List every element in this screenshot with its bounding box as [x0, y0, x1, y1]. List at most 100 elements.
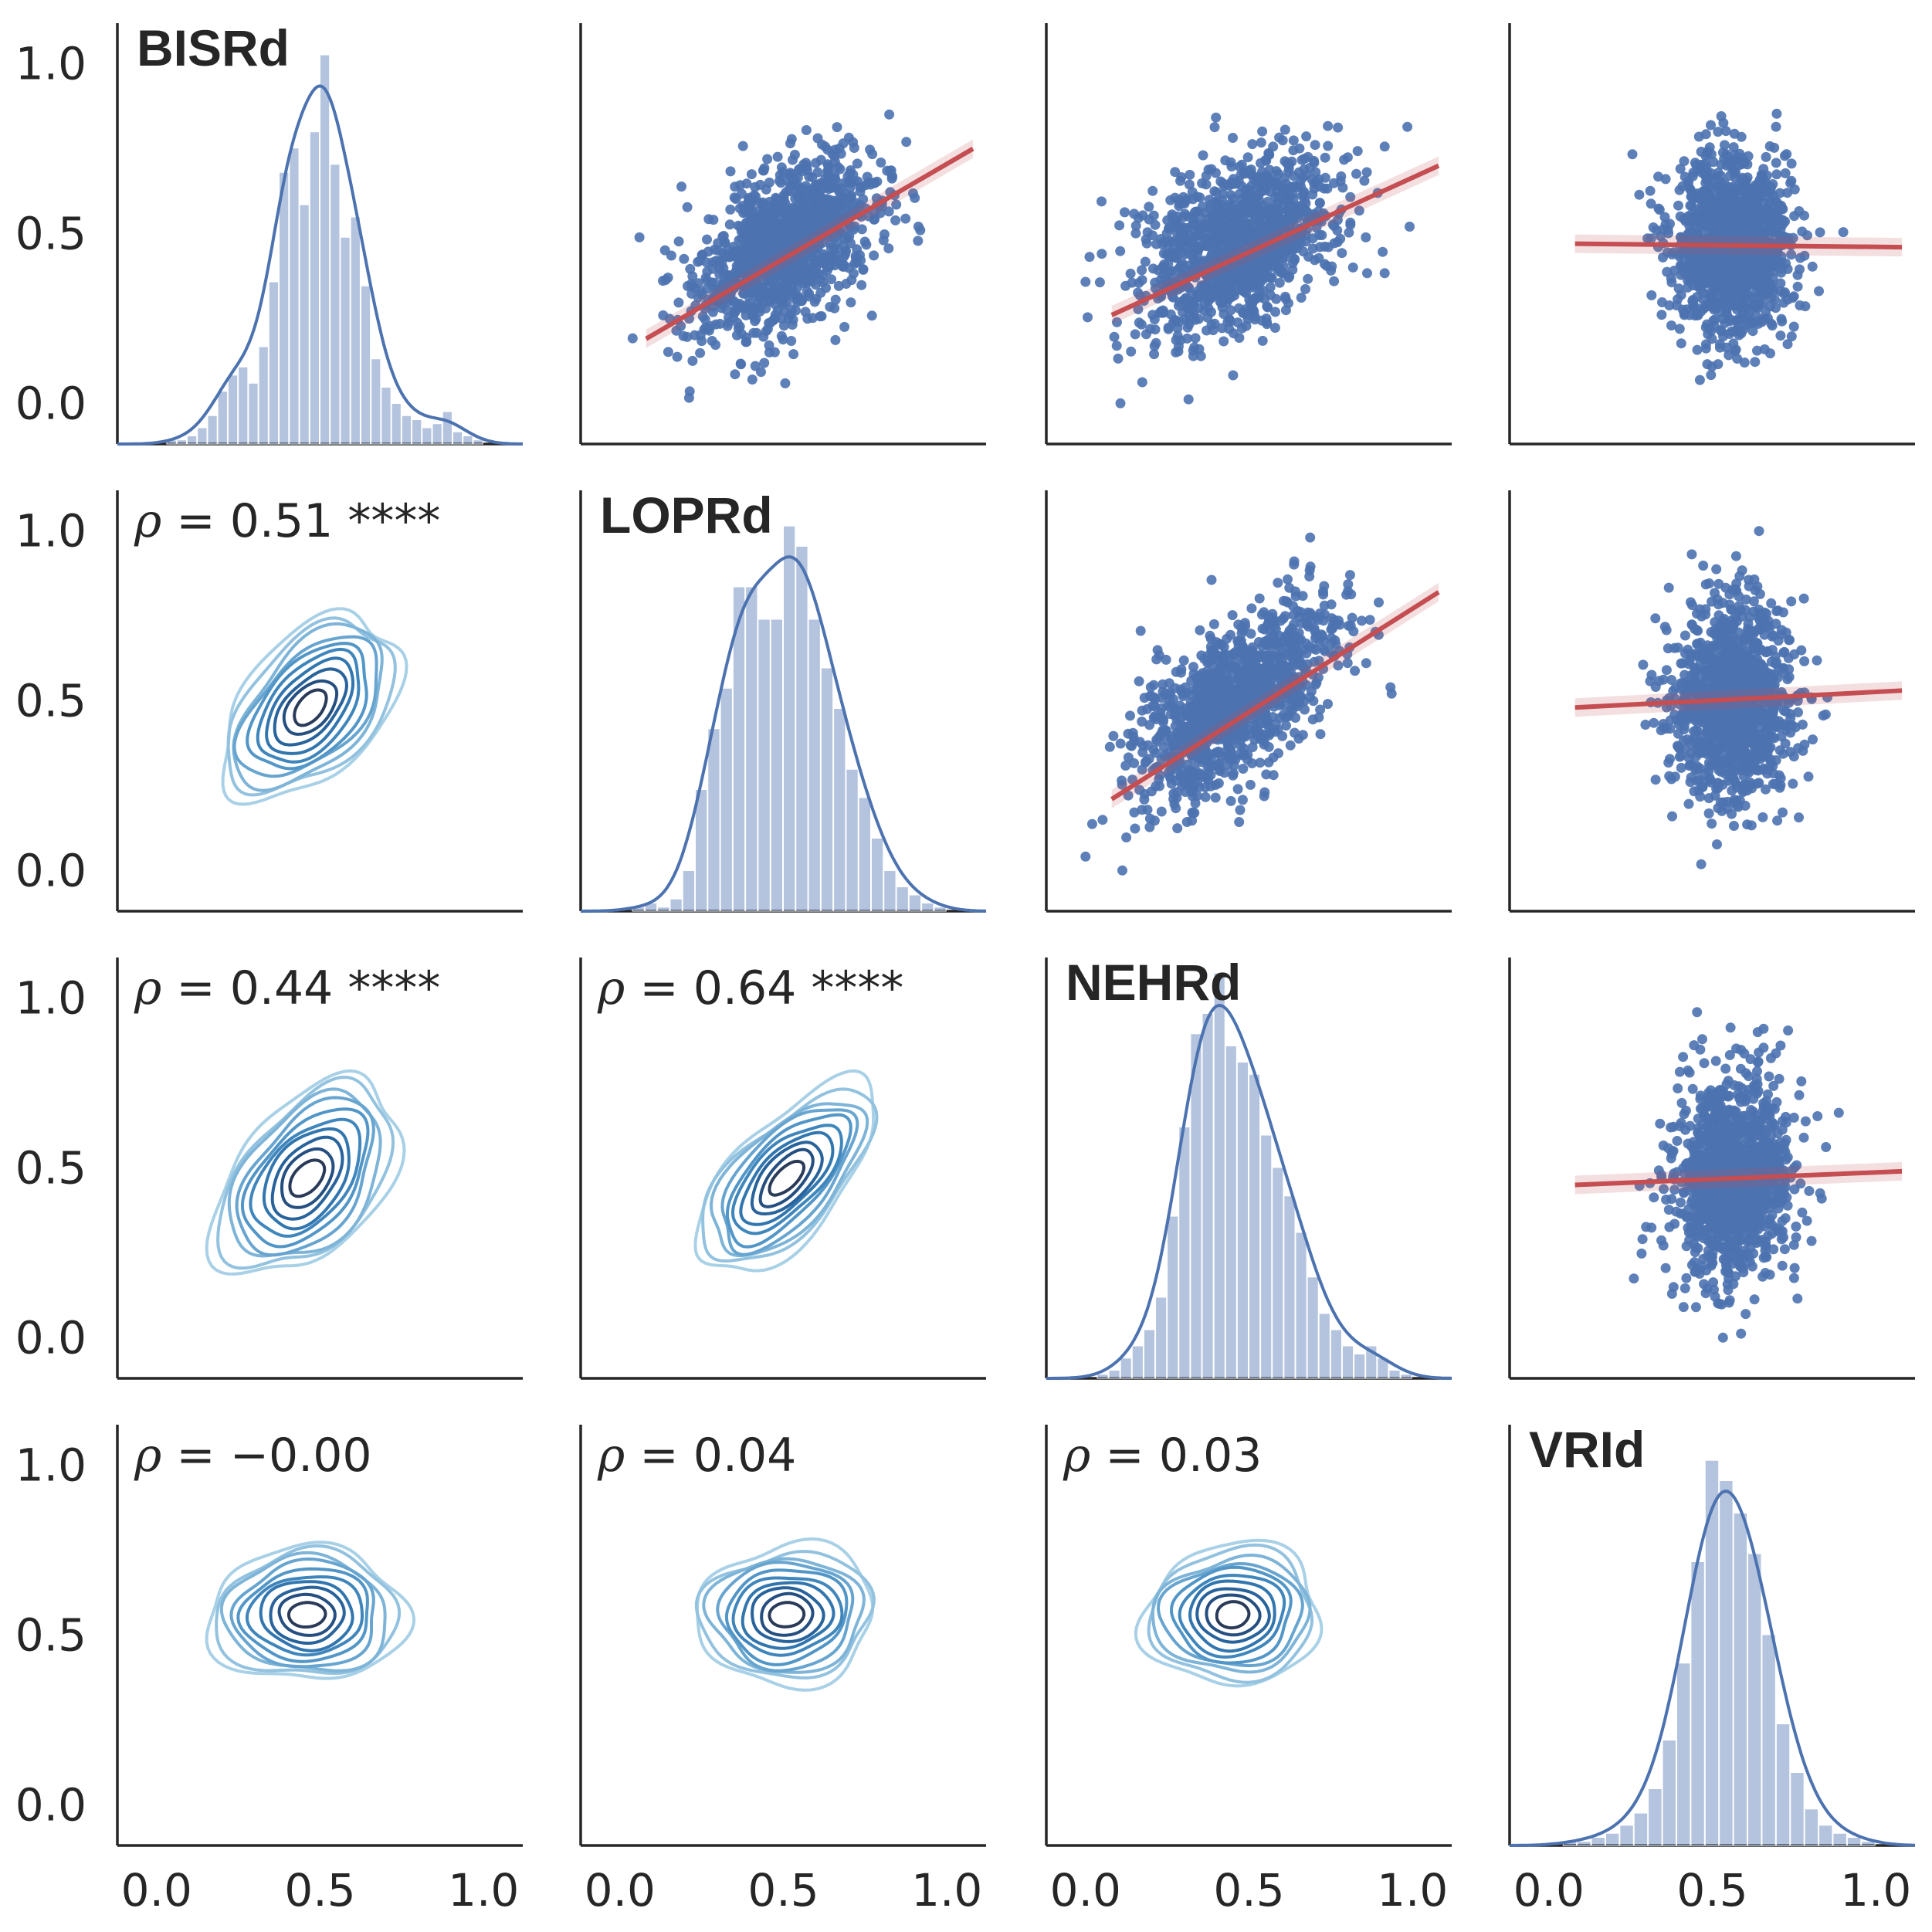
scatter-point: [1771, 158, 1781, 168]
scatter-point: [1236, 323, 1247, 334]
scatter-point: [1378, 246, 1388, 257]
scatter-point: [1322, 183, 1333, 194]
scatter-point: [1256, 137, 1266, 148]
hist-bar: [1341, 1345, 1354, 1379]
scatter-point: [1792, 281, 1803, 292]
scatter-point: [1761, 286, 1771, 297]
hist-bar: [1719, 1480, 1734, 1846]
scatter-point: [1191, 231, 1202, 242]
scatter-point: [1151, 747, 1161, 758]
scatter-point: [1329, 276, 1340, 286]
scatter-point: [690, 330, 700, 341]
scatter-point: [1204, 748, 1215, 759]
scatter-point: [1317, 230, 1327, 240]
scatter-point: [1702, 167, 1713, 177]
scatter-point: [774, 175, 785, 186]
scatter-point: [1345, 219, 1356, 230]
scatter-point: [1327, 613, 1337, 624]
hist-bar: [1307, 1276, 1319, 1379]
scatter-point: [663, 273, 673, 283]
x-tick-label: 0.5: [1676, 1864, 1747, 1917]
scatter-point: [1300, 198, 1311, 208]
scatter-point: [1125, 268, 1136, 279]
scatter-point: [768, 287, 779, 297]
scatter-point: [1323, 120, 1334, 131]
scatter-point: [1225, 214, 1236, 225]
scatter-point: [1323, 141, 1334, 151]
hist-bar: [1202, 1013, 1214, 1379]
scatter-point: [730, 270, 741, 281]
hist-bar: [934, 907, 947, 912]
scatter-point: [1215, 216, 1225, 227]
scatter-point: [749, 213, 760, 224]
scatter-point: [1660, 174, 1671, 185]
scatter-point: [695, 347, 706, 358]
scatter-point: [1126, 346, 1137, 357]
scatter-point: [839, 321, 850, 332]
x-tick-label: 1.0: [1840, 1864, 1911, 1917]
scatter-point: [1778, 288, 1789, 299]
hist-bar: [1690, 1561, 1705, 1846]
hist-bar: [197, 427, 208, 445]
scatter-point: [1283, 163, 1294, 174]
scatter-point: [1209, 122, 1220, 133]
scatter-point: [1315, 729, 1326, 740]
scatter-point: [1133, 304, 1144, 314]
scatter-point: [1280, 611, 1290, 622]
scatter-point: [1246, 205, 1256, 216]
scatter-point: [1222, 317, 1233, 327]
x-tick-label: 0.0: [585, 1864, 656, 1917]
scatter-point: [891, 199, 902, 210]
scatter-point: [685, 263, 696, 274]
scatter-point: [1210, 792, 1221, 803]
scatter-point: [1744, 185, 1754, 196]
scatter-point: [1402, 121, 1413, 132]
scatter-point: [811, 158, 822, 168]
diag-hist-VRId: [1509, 1459, 1916, 1847]
scatter-point: [1183, 778, 1194, 789]
scatter-point: [1188, 312, 1198, 323]
hist-bar: [299, 204, 310, 445]
scatter-point: [1234, 817, 1245, 827]
scatter-point: [1337, 248, 1347, 259]
hist-bar: [442, 411, 453, 445]
scatter-point: [829, 260, 840, 271]
scatter-point: [1268, 770, 1279, 781]
scatter-point: [1748, 301, 1759, 312]
scatter-point: [802, 165, 812, 176]
scatter-point: [838, 138, 849, 149]
scatter-point: [1208, 619, 1219, 629]
scatter-point: [1759, 344, 1770, 354]
scatter-point: [1288, 619, 1299, 630]
scatter-point: [1273, 248, 1284, 259]
scatter-point: [707, 263, 718, 274]
scatter-point: [1274, 277, 1285, 288]
scatter-point: [702, 275, 713, 286]
scatter-point: [1280, 305, 1291, 316]
scatter-point: [1379, 268, 1390, 279]
scatter-point: [1723, 204, 1734, 215]
scatter-point: [1165, 773, 1176, 784]
scatter-point: [797, 256, 808, 266]
scatter-point: [1149, 314, 1160, 325]
scatter-point: [772, 151, 783, 162]
scatter-point: [780, 378, 791, 388]
hist-bar: [1260, 1134, 1273, 1379]
scatter-point: [693, 278, 703, 289]
hist-bar: [1096, 1374, 1109, 1379]
scatter-point: [778, 299, 789, 310]
scatter-point: [879, 229, 890, 239]
scatter-point: [778, 320, 789, 331]
scatter-point: [915, 225, 926, 236]
scatter-point: [1292, 234, 1303, 245]
scatter-point: [829, 144, 840, 155]
scatter-point: [1385, 682, 1396, 693]
scatter-point: [1205, 222, 1215, 232]
scatter-point: [722, 250, 733, 260]
scatter-point: [832, 244, 842, 255]
scatter-point: [1172, 823, 1183, 834]
scatter-point: [1344, 570, 1355, 581]
scatter-point: [1249, 311, 1260, 322]
scatter-point: [734, 259, 744, 269]
